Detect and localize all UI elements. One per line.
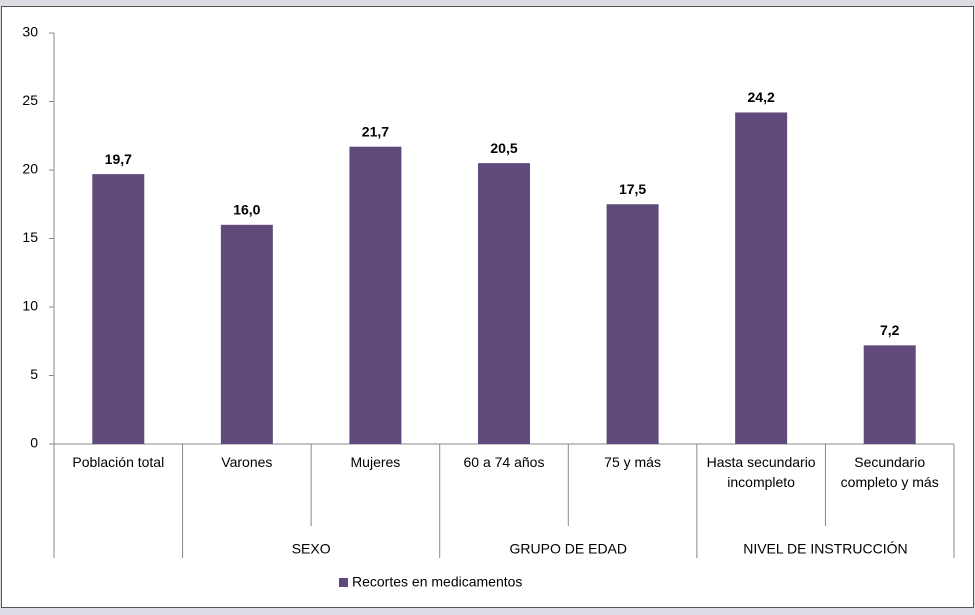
y-tick-label: 15 [22, 229, 38, 245]
group-label: NIVEL DE INSTRUCCIÓN [743, 541, 907, 557]
data-label: 17,5 [619, 181, 646, 197]
x-tick-label: 60 a 74 años [463, 454, 545, 470]
data-label: 16,0 [233, 202, 260, 218]
y-tick-label: 25 [22, 92, 38, 108]
y-tick-label: 30 [22, 24, 38, 40]
data-label: 20,5 [490, 140, 517, 156]
data-label: 19,7 [105, 151, 132, 167]
chart: 0 5 10 15 20 25 30 19,7 16,0 21,7 20,5 17,5 24,2 7,2 S… [22, 24, 955, 590]
x-tick-label: Secundario completo y más [840, 454, 939, 490]
data-label: 21,7 [362, 123, 389, 139]
y-tick-label: 0 [30, 435, 38, 451]
bar [863, 345, 916, 444]
bar [220, 224, 273, 444]
y-tick-label: 20 [22, 161, 38, 177]
x-tick-label: Varones [221, 454, 273, 470]
x-tick-label: Mujeres [350, 454, 401, 470]
chart-area: 0 5 10 15 20 25 30 19,7 16,0 21,7 20,5 17,5 24,2 7,2 S… [1, 6, 974, 608]
y-tick-label: 10 [22, 298, 38, 314]
group-label: SEXO [292, 541, 331, 557]
bar [349, 146, 402, 444]
legend-label: Recortes en medicamentos [352, 574, 522, 590]
bar [92, 174, 145, 445]
data-label: 7,2 [880, 322, 900, 338]
x-tick-label: 75 y más [604, 454, 661, 470]
legend-swatch [339, 578, 348, 587]
y-tick-label: 5 [30, 366, 38, 382]
bar [478, 163, 530, 444]
x-tick-label: Hasta secundario incompleto [706, 454, 816, 490]
bar [735, 112, 788, 445]
data-label: 24,2 [748, 89, 775, 105]
bar [606, 204, 659, 444]
x-tick-label: Población total [72, 454, 165, 470]
group-label: GRUPO DE EDAD [510, 541, 627, 557]
